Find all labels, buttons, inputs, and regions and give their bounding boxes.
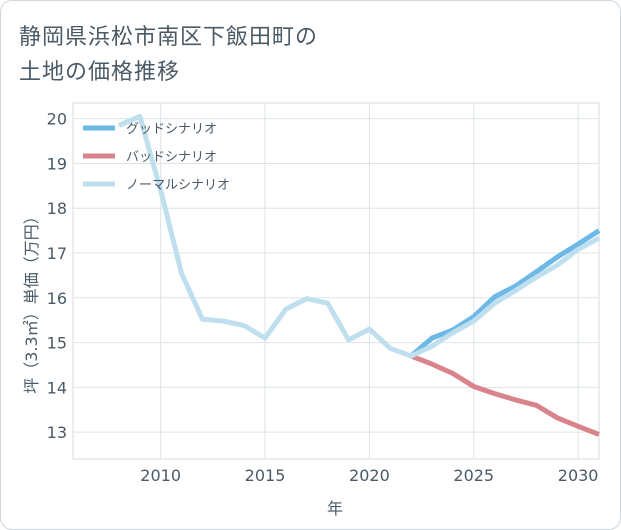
y-tick-label: 13 xyxy=(47,423,67,442)
series-lines xyxy=(117,113,601,437)
chart-title-line-1: 静岡県浜松市南区下飯田町の xyxy=(19,25,319,50)
axis-ticks: 13 14 15 16 17 18 19 20 2010 2015 2020 2025 2030 xyxy=(47,110,599,485)
y-tick-label: 17 xyxy=(47,244,67,263)
gridlines xyxy=(73,103,599,459)
legend-label-2: バッドシナリオ xyxy=(126,150,217,165)
y-tick-label: 15 xyxy=(47,334,67,353)
y-tick-label: 16 xyxy=(47,289,67,308)
legend-label-3: ノーマルシナリオ xyxy=(126,178,230,193)
y-tick-label: 14 xyxy=(47,378,67,397)
x-tick-label: 2025 xyxy=(453,466,494,485)
y-tick-label: 20 xyxy=(47,110,67,129)
series-line-3 xyxy=(117,113,601,359)
x-axis-title: 年 xyxy=(327,499,343,518)
y-axis-title: 坪（3.3㎡）単価（万円） xyxy=(22,208,41,393)
y-tick-label: 19 xyxy=(47,154,67,173)
chart-title-line-2: 土地の価格推移 xyxy=(19,60,181,85)
x-tick-label: 2015 xyxy=(245,466,286,485)
series-line-1 xyxy=(409,228,601,358)
legend-label-1: グッドシナリオ xyxy=(126,122,217,137)
x-tick-label: 2020 xyxy=(349,466,390,485)
x-tick-label: 2010 xyxy=(140,466,181,485)
series-line-2 xyxy=(410,353,600,437)
x-tick-label: 2030 xyxy=(558,466,599,485)
y-tick-label: 18 xyxy=(47,199,67,218)
